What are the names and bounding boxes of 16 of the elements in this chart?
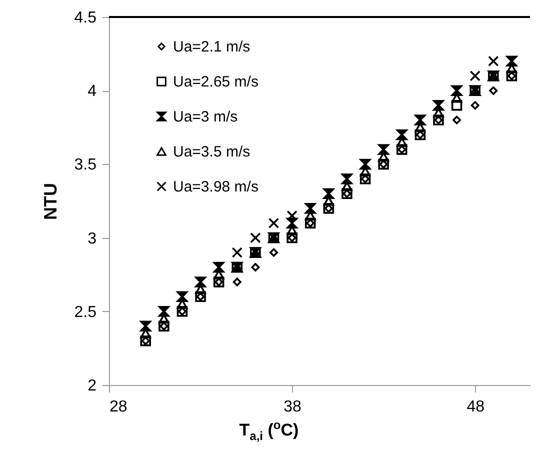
legend-label: Ua=3.98 m/s — [173, 178, 258, 196]
y-tick-label: 2.5 — [74, 304, 97, 321]
x-axis-title: T$_{a,i}$ ($^{o}$C) — [238, 418, 300, 444]
y-axis-title: NTU — [40, 183, 60, 220]
x-tick-label: 48 — [466, 398, 485, 416]
legend-label: Ua=3.5 m/s — [173, 144, 250, 160]
x-tick-label: 28 — [110, 398, 128, 416]
y-tick-label: 4 — [88, 83, 97, 100]
y-tick-label: 4.5 — [74, 10, 97, 26]
legend-label: Ua=2.1 m/s — [173, 38, 250, 56]
y-tick-label: 3 — [88, 230, 97, 248]
x-tick-label: 38 — [284, 398, 302, 416]
legend-label: Ua=3 m/s — [173, 108, 238, 126]
y-tick-label: 3.5 — [74, 156, 97, 174]
legend-label: Ua=2.65 m/s — [173, 74, 258, 90]
y-tick-label: 2 — [88, 378, 97, 394]
